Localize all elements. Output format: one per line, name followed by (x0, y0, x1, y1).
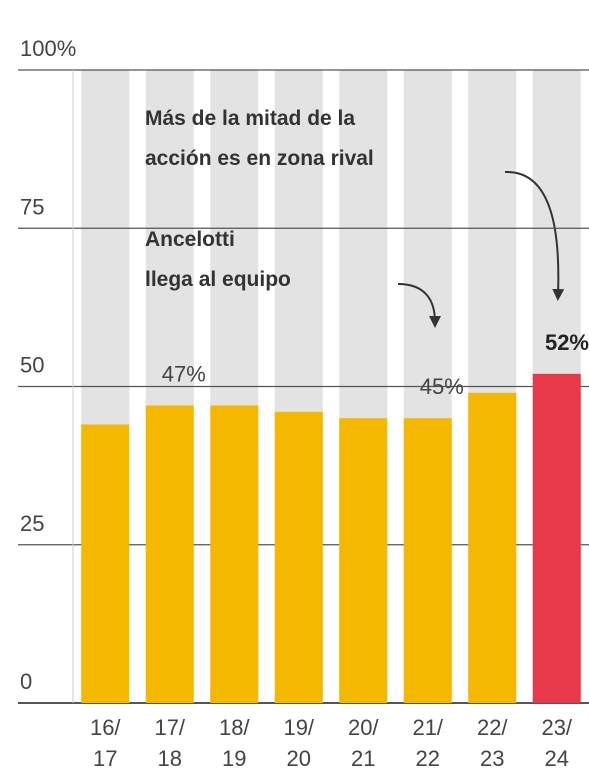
bar (145, 405, 194, 703)
bar (468, 392, 517, 703)
x-tick-label: 17/18 (154, 715, 185, 771)
y-tick-label: 0 (20, 669, 32, 694)
x-tick-label: 20/21 (348, 715, 379, 771)
y-tick-label: 50 (20, 353, 44, 378)
arrow (397, 283, 441, 328)
y-tick-label: 25 (20, 511, 44, 536)
bar (403, 418, 452, 703)
x-tick-label: 21/22 (412, 715, 443, 771)
bar (532, 373, 581, 703)
x-tick-label: 23/24 (541, 715, 572, 771)
bar (274, 411, 323, 703)
x-tick-label: 16/17 (90, 715, 121, 771)
bar (81, 424, 130, 703)
y-tick-label: 100% (20, 36, 76, 61)
annotation: Más de la mitad de la (145, 107, 355, 130)
annotation: llega al equipo (145, 268, 291, 291)
annotation: acción es en zona rival (145, 147, 374, 170)
x-tick-label: 22/23 (477, 715, 508, 771)
y-tick-label: 75 (20, 194, 44, 219)
arrow (504, 170, 565, 301)
annotation: Ancelotti (145, 228, 235, 251)
value-label: 47% (162, 361, 206, 386)
bar (339, 418, 388, 703)
bar (210, 405, 259, 703)
x-tick-label: 19/20 (283, 715, 314, 771)
x-tick-label: 18/19 (219, 715, 250, 771)
value-label: 45% (420, 374, 464, 399)
value-label: 52% (545, 330, 589, 355)
